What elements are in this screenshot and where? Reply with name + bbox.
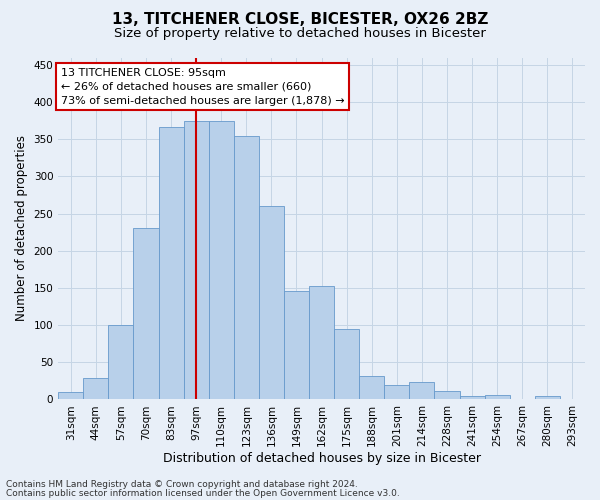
Text: Size of property relative to detached houses in Bicester: Size of property relative to detached ho…: [114, 28, 486, 40]
Bar: [485, 395, 510, 400]
Text: Contains HM Land Registry data © Crown copyright and database right 2024.: Contains HM Land Registry data © Crown c…: [6, 480, 358, 489]
Bar: [259, 206, 284, 400]
Bar: [284, 291, 309, 400]
Bar: [133, 228, 158, 400]
Bar: [158, 126, 184, 400]
Bar: [434, 390, 460, 400]
Bar: [359, 376, 385, 400]
X-axis label: Distribution of detached houses by size in Bicester: Distribution of detached houses by size …: [163, 452, 481, 465]
Text: 13, TITCHENER CLOSE, BICESTER, OX26 2BZ: 13, TITCHENER CLOSE, BICESTER, OX26 2BZ: [112, 12, 488, 28]
Y-axis label: Number of detached properties: Number of detached properties: [15, 136, 28, 322]
Bar: [334, 329, 359, 400]
Text: Contains public sector information licensed under the Open Government Licence v3: Contains public sector information licen…: [6, 488, 400, 498]
Bar: [409, 382, 434, 400]
Bar: [460, 396, 485, 400]
Bar: [109, 325, 133, 400]
Bar: [309, 286, 334, 400]
Bar: [58, 392, 83, 400]
Bar: [209, 120, 234, 400]
Bar: [184, 120, 209, 400]
Bar: [385, 384, 409, 400]
Bar: [535, 396, 560, 400]
Bar: [234, 136, 259, 400]
Bar: [83, 378, 109, 400]
Text: 13 TITCHENER CLOSE: 95sqm
← 26% of detached houses are smaller (660)
73% of semi: 13 TITCHENER CLOSE: 95sqm ← 26% of detac…: [61, 68, 344, 106]
